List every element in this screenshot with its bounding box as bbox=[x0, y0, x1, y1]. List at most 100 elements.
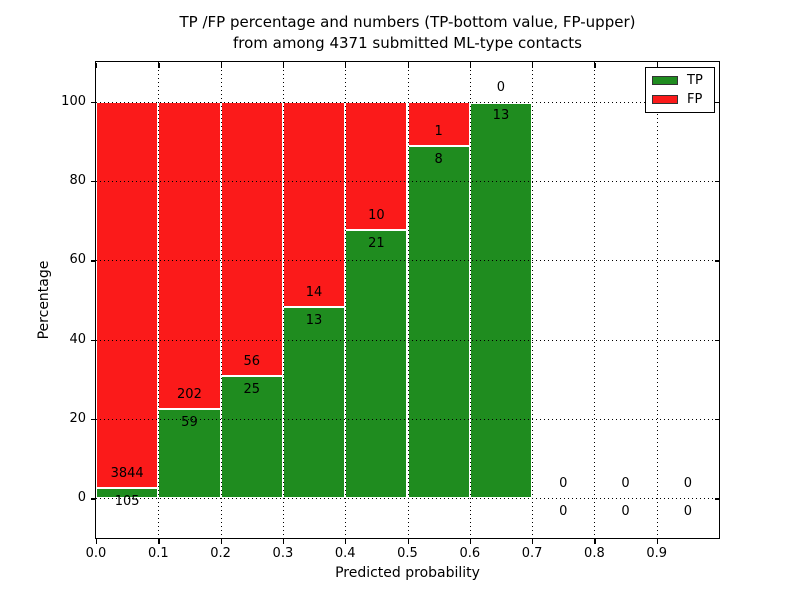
x-tick-top bbox=[407, 63, 409, 68]
bar-label-fp: 0 bbox=[621, 476, 630, 492]
bar-segment-tp bbox=[345, 229, 408, 499]
bar-segment-tp bbox=[469, 101, 533, 499]
bar-label-tp: 0 bbox=[683, 504, 692, 520]
y-tick-label: 20 bbox=[69, 411, 86, 426]
x-tick-label: 0.2 bbox=[210, 546, 231, 561]
x-tick-label: 0.4 bbox=[334, 546, 356, 561]
y-tick-left bbox=[91, 419, 96, 421]
x-tick-bottom bbox=[345, 539, 347, 544]
plot-area: 3844 105 202 59 56 25 14 13 10 21 1 8 0 13 0 0 0 0 0 0 bbox=[95, 61, 720, 539]
y-tick-left bbox=[91, 339, 96, 341]
bar-label-fp: 0 bbox=[683, 476, 692, 492]
bar-label-tp: 59 bbox=[181, 414, 198, 430]
y-tick-label: 100 bbox=[61, 93, 86, 109]
y-tick-label: 60 bbox=[69, 252, 86, 268]
x-gridline bbox=[282, 62, 284, 538]
y-tick-left bbox=[91, 101, 96, 103]
bar-segment-tp bbox=[96, 487, 159, 499]
legend-label-tp: TP bbox=[687, 72, 703, 88]
x-tick-label: 0.9 bbox=[646, 546, 668, 561]
x-tick-bottom bbox=[407, 539, 409, 544]
bar-label-tp: 8 bbox=[434, 151, 443, 167]
x-tick-label: 0.3 bbox=[272, 546, 294, 561]
bar-label-fp: 1 bbox=[434, 123, 443, 139]
x-tick-label: 0.0 bbox=[85, 546, 107, 561]
x-tick-bottom bbox=[532, 539, 534, 544]
bar-label-fp: 0 bbox=[559, 476, 568, 492]
chart-title-line1: TP /FP percentage and numbers (TP-bottom… bbox=[179, 13, 636, 31]
bar-segment-fp bbox=[345, 101, 408, 230]
x-tick-label: 0.5 bbox=[397, 546, 418, 561]
x-tick-top bbox=[594, 63, 596, 68]
bar-label-fp: 10 bbox=[368, 207, 385, 223]
y-tick-right bbox=[715, 498, 720, 500]
x-tick-top bbox=[96, 63, 98, 68]
bar-label-tp: 13 bbox=[305, 313, 323, 329]
x-axis-label: Predicted probability bbox=[335, 565, 480, 581]
legend-swatch-fp bbox=[652, 95, 678, 104]
y-tick-left bbox=[91, 181, 96, 183]
bar-segment-tp bbox=[158, 408, 221, 499]
y-tick-right bbox=[715, 101, 720, 103]
bar-label-tp: 0 bbox=[559, 504, 568, 520]
bar-segment-fp bbox=[96, 101, 159, 488]
x-gridline bbox=[469, 62, 471, 538]
x-gridline bbox=[220, 62, 222, 538]
bar-segment-fp bbox=[158, 101, 221, 409]
x-tick-bottom bbox=[282, 539, 285, 544]
legend-label-fp: FP bbox=[687, 91, 703, 107]
x-tick-label: 0.1 bbox=[147, 546, 169, 561]
bar-segment-fp bbox=[220, 101, 283, 376]
x-tick-label: 0.6 bbox=[459, 546, 481, 561]
legend-entry-fp: FP bbox=[652, 91, 708, 107]
legend-box: TP FP bbox=[645, 67, 715, 113]
x-gridline bbox=[407, 62, 409, 538]
x-gridline bbox=[345, 62, 347, 538]
bar-label-fp: 14 bbox=[305, 285, 323, 301]
x-tick-top bbox=[532, 63, 534, 68]
y-tick-right bbox=[715, 339, 720, 341]
y-tick-label: 40 bbox=[69, 331, 86, 347]
x-tick-top bbox=[158, 63, 160, 68]
x-tick-bottom bbox=[469, 539, 472, 544]
y-axis-label: Percentage bbox=[36, 260, 52, 340]
chart-title: TP /FP percentage and numbers (TP-bottom… bbox=[96, 12, 719, 54]
x-gridline bbox=[594, 62, 596, 538]
x-tick-top bbox=[220, 63, 222, 68]
x-tick-top bbox=[656, 63, 658, 68]
x-tick-label: 0.7 bbox=[521, 546, 543, 561]
x-tick-top bbox=[345, 63, 347, 68]
x-tick-bottom bbox=[158, 539, 160, 544]
bar-label-tp: 13 bbox=[492, 107, 510, 123]
y-tick-label: 0 bbox=[77, 490, 86, 506]
x-tick-top bbox=[469, 63, 472, 68]
y-tick-right bbox=[715, 260, 720, 262]
bar-label-fp: 202 bbox=[177, 386, 202, 402]
x-gridline bbox=[532, 62, 534, 538]
y-tick-right bbox=[715, 181, 720, 183]
y-tick-left bbox=[91, 260, 96, 262]
bar-segment-tp bbox=[407, 145, 470, 499]
x-tick-bottom bbox=[96, 539, 98, 544]
x-tick-bottom bbox=[220, 539, 222, 544]
y-tick-right bbox=[715, 419, 720, 421]
y-tick-label: 80 bbox=[69, 173, 86, 188]
bar-label-tp: 105 bbox=[114, 493, 140, 509]
x-gridline bbox=[158, 62, 160, 538]
x-tick-top bbox=[282, 63, 285, 68]
bar-label-fp: 0 bbox=[496, 79, 506, 95]
bar-label-tp: 21 bbox=[368, 235, 385, 251]
legend-entry-tp: TP bbox=[652, 72, 708, 88]
bar-label-tp: 0 bbox=[621, 504, 630, 520]
y-tick-left bbox=[91, 498, 96, 500]
bar-segment-tp bbox=[282, 307, 346, 499]
x-tick-bottom bbox=[656, 539, 658, 544]
bar-label-fp: 3844 bbox=[110, 465, 144, 481]
legend-swatch-tp bbox=[652, 76, 678, 85]
x-tick-bottom bbox=[594, 539, 596, 544]
bar-label-tp: 25 bbox=[243, 381, 261, 397]
x-tick-label: 0.8 bbox=[584, 546, 605, 561]
chart-title-line2: from among 4371 submitted ML-type contac… bbox=[233, 34, 582, 52]
bar-segment-fp bbox=[282, 101, 346, 308]
